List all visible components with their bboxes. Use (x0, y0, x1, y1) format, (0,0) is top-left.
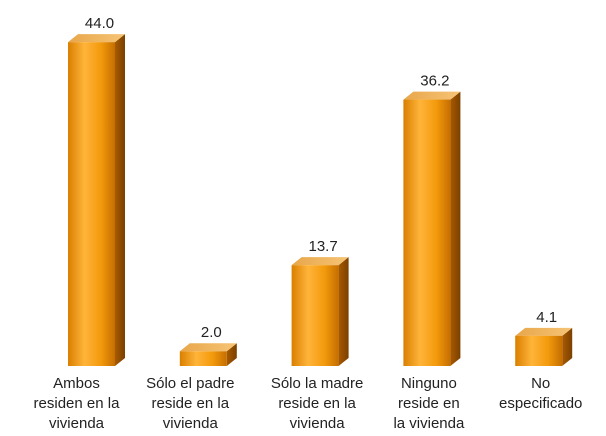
x-tick-label: Ninguno (401, 375, 457, 392)
value-label: 36.2 (420, 73, 449, 90)
bar (403, 99, 451, 367)
bar-side (562, 327, 573, 366)
bar (179, 351, 227, 366)
x-tick-label: residen en la (34, 395, 121, 412)
x-tick-label: vivienda (290, 415, 346, 432)
bar-side (115, 34, 125, 366)
bar-top (68, 34, 125, 43)
value-label: 2.0 (201, 324, 222, 341)
bar-top (403, 91, 461, 100)
x-tick-label: No (531, 375, 550, 392)
value-label: 44.0 (85, 15, 114, 32)
x-tick-label: la vivienda (393, 415, 465, 432)
bar-top (179, 343, 237, 352)
bar (515, 335, 563, 366)
x-tick-label: reside en la (278, 395, 356, 412)
x-tick-label: reside en la (152, 395, 230, 412)
x-tick-label: reside en (398, 395, 460, 412)
value-label: 4.1 (536, 309, 557, 326)
x-tick-label: Sólo el padre (146, 375, 234, 392)
x-tick-label: Ambos (53, 375, 100, 392)
x-tick-label: especificado (499, 395, 582, 412)
value-label: 13.7 (308, 238, 337, 255)
bar-side (226, 343, 237, 366)
x-tick-label: vivienda (163, 415, 219, 432)
bar-top (291, 257, 349, 266)
bar-top (515, 327, 573, 336)
bar (291, 265, 339, 366)
bar-side (450, 91, 461, 367)
x-tick-label: Sólo la madre (271, 375, 364, 392)
bar (68, 42, 115, 366)
bar-side (338, 257, 349, 366)
x-tick-label: vivienda (49, 415, 105, 432)
